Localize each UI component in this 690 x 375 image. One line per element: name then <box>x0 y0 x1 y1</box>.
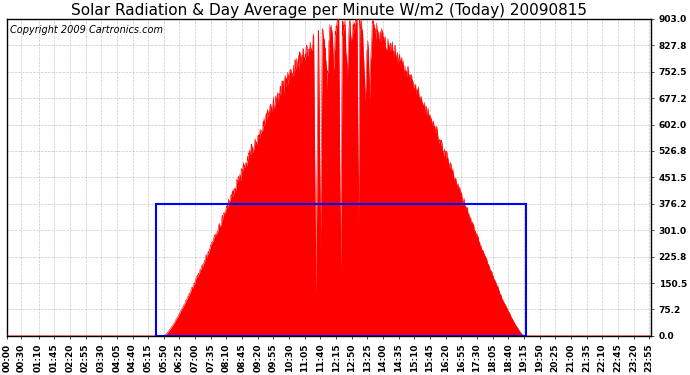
Title: Solar Radiation & Day Average per Minute W/m2 (Today) 20090815: Solar Radiation & Day Average per Minute… <box>71 3 587 18</box>
Text: Copyright 2009 Cartronics.com: Copyright 2009 Cartronics.com <box>10 25 164 35</box>
Bar <box>156 204 526 336</box>
